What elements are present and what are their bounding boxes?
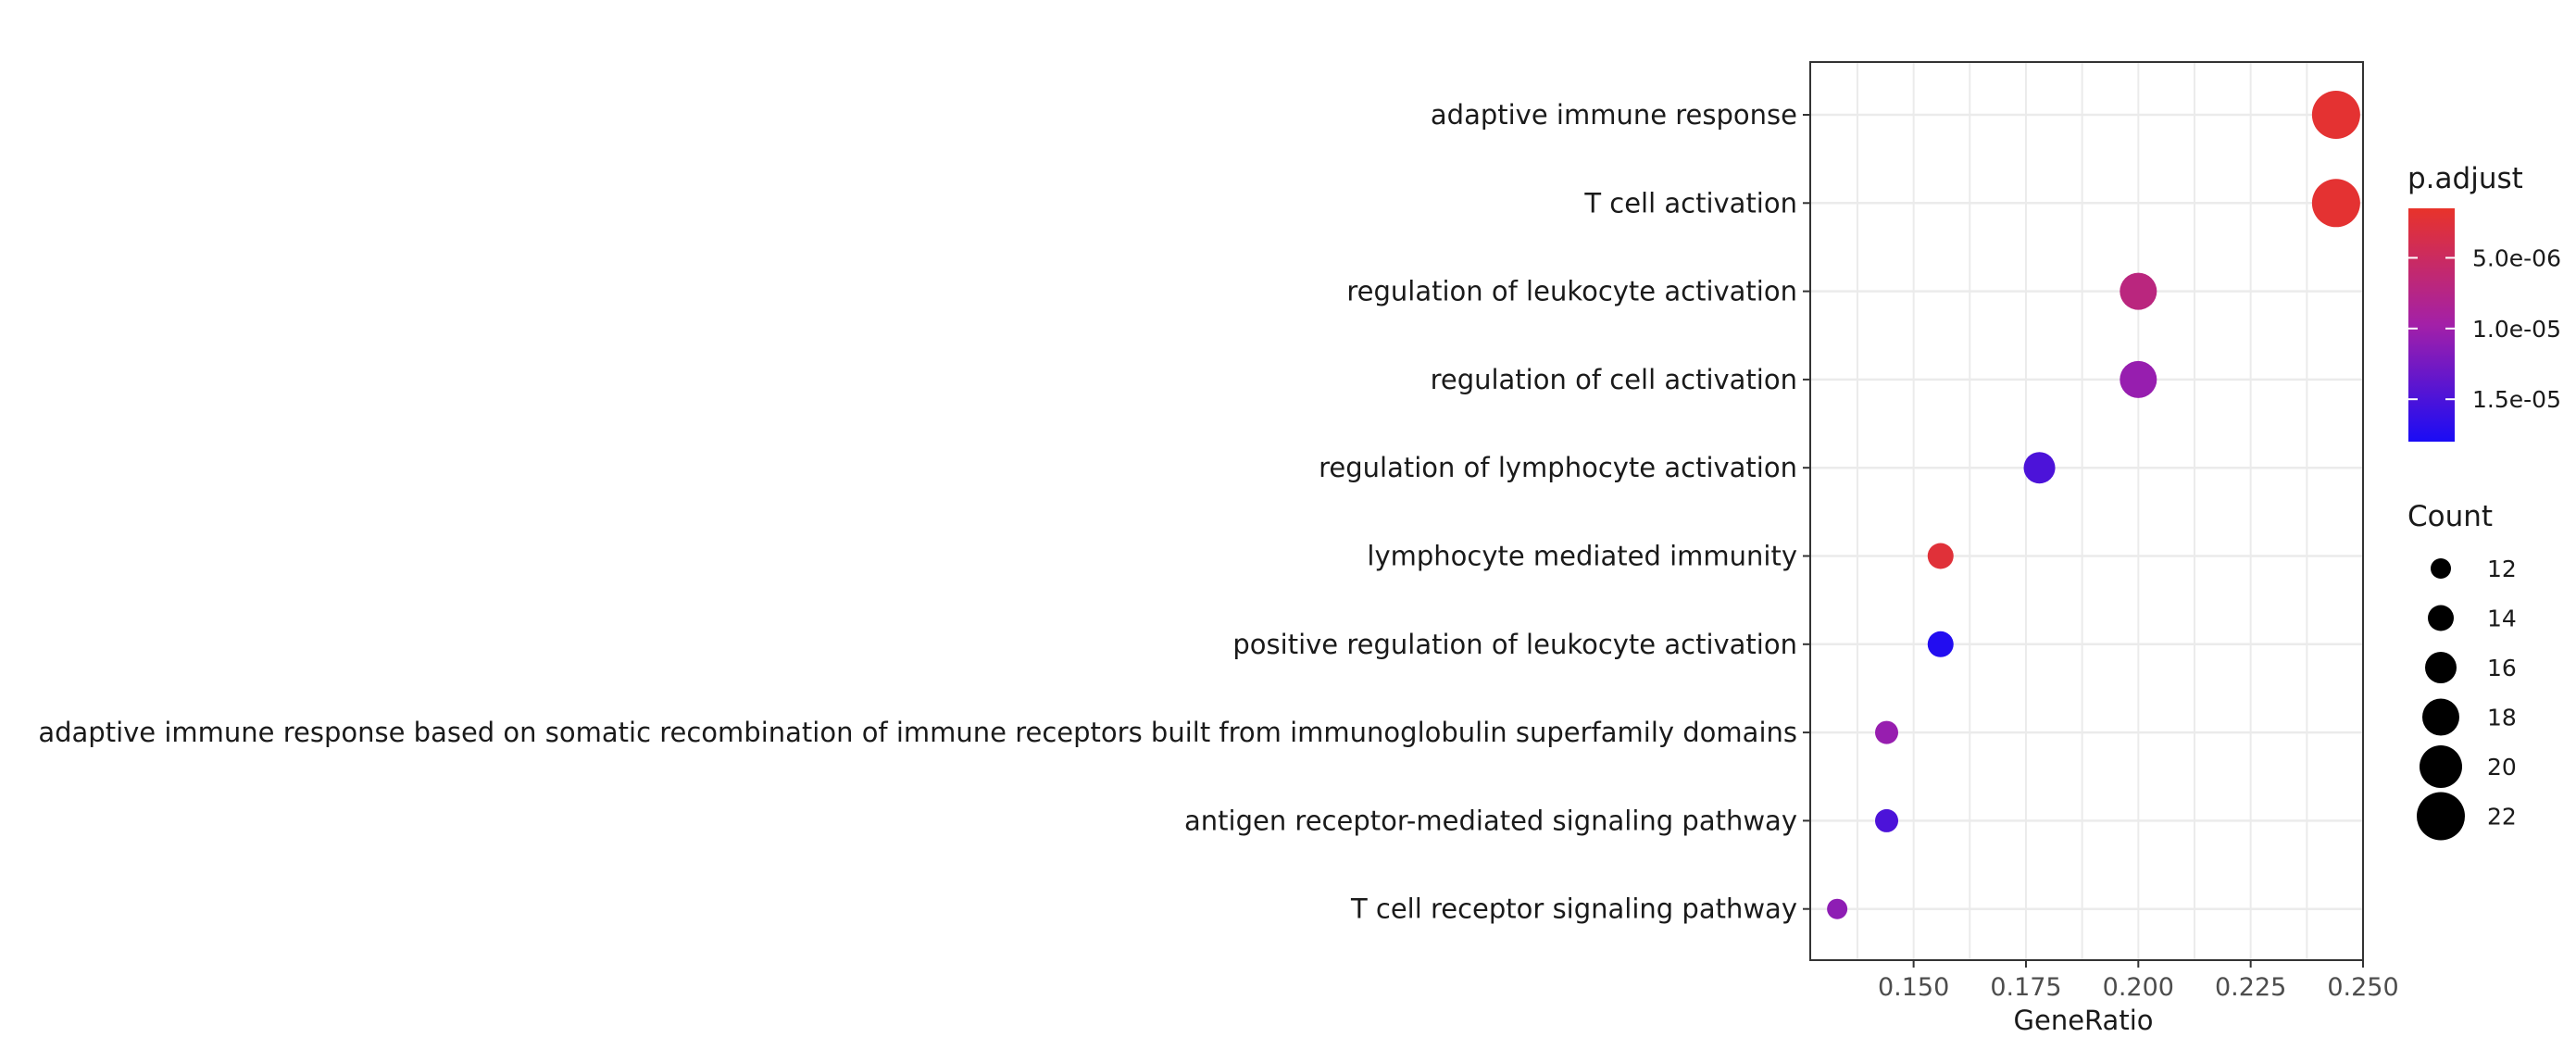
y-axis-label: T cell activation: [1583, 187, 1797, 219]
x-axis-tick-label: 0.175: [1990, 973, 2061, 1002]
x-axis-tick-label: 0.225: [2215, 973, 2286, 1002]
plot-panel: [1810, 62, 2363, 960]
size-legend-label: 16: [2487, 655, 2517, 681]
size-legend-label: 22: [2487, 804, 2517, 831]
size-legend-dot: [2420, 745, 2462, 788]
color-legend-title: p.adjust: [2407, 162, 2523, 195]
x-axis-tick-label: 0.250: [2327, 973, 2398, 1002]
y-axis-label: adaptive immune response: [1431, 99, 1797, 131]
x-axis-tick-label: 0.200: [2103, 973, 2174, 1002]
y-axis-labels: adaptive immune response T cell activatio…: [38, 99, 1810, 925]
data-point: [2120, 272, 2157, 310]
size-legend-label: 12: [2487, 556, 2517, 582]
data-point: [1875, 720, 1899, 744]
data-point: [1875, 808, 1899, 832]
data-point: [2311, 179, 2360, 228]
grid-lines: [1809, 61, 2364, 961]
size-legend-items: 12 14 16 18 20 22: [2417, 556, 2517, 841]
legend: p.adjust 5.0e-061.0e-051.5e-05 Count 121…: [2407, 162, 2561, 841]
y-axis-label: positive regulation of leukocyte activat…: [1232, 629, 1797, 660]
size-legend-title: Count: [2407, 500, 2493, 533]
size-legend-dot: [2422, 698, 2459, 736]
size-legend-label: 20: [2487, 754, 2517, 781]
size-legend-dot: [2425, 652, 2457, 683]
data-point: [2311, 91, 2360, 139]
data-point: [2023, 452, 2056, 484]
size-legend-label: 14: [2487, 606, 2517, 632]
color-legend-label: 1.0e-05: [2472, 316, 2561, 343]
size-legend-dot: [2431, 558, 2451, 579]
x-axis-tick-label: 0.150: [1878, 973, 1949, 1002]
y-axis-label: lymphocyte mediated immunity: [1367, 541, 1797, 572]
panel-border: [1809, 61, 2364, 961]
data-point: [1927, 631, 1954, 657]
x-axis: 0.150 0.175 0.200 0.225 0.250: [1878, 960, 2399, 1002]
color-legend-ticks: 5.0e-06 1.0e-05 1.5e-05: [2408, 244, 2561, 413]
color-legend-colorbar: [2408, 208, 2455, 442]
panel-background: [1810, 62, 2363, 960]
color-legend-label: 1.5e-05: [2472, 386, 2561, 413]
y-axis-label: regulation of cell activation: [1431, 364, 1797, 395]
y-axis-label: antigen receptor-mediated signaling path…: [1184, 805, 1797, 836]
data-point: [1927, 543, 1954, 569]
y-axis-label: regulation of leukocyte activation: [1346, 276, 1797, 307]
size-legend-dot: [2417, 792, 2465, 841]
color-legend-label: 5.0e-06: [2472, 244, 2561, 271]
data-points: [1827, 91, 2360, 919]
size-legend-dot: [2428, 605, 2454, 631]
y-axis-label: adaptive immune response based on somati…: [38, 717, 1797, 748]
size-legend-label: 18: [2487, 705, 2517, 731]
data-point: [2120, 360, 2157, 398]
y-axis-label: regulation of lymphocyte activation: [1319, 452, 1797, 483]
x-axis-title: GeneRatio: [2014, 1005, 2154, 1036]
y-axis-label: T cell receptor signaling pathway: [1350, 893, 1797, 925]
data-point: [1827, 898, 1848, 919]
